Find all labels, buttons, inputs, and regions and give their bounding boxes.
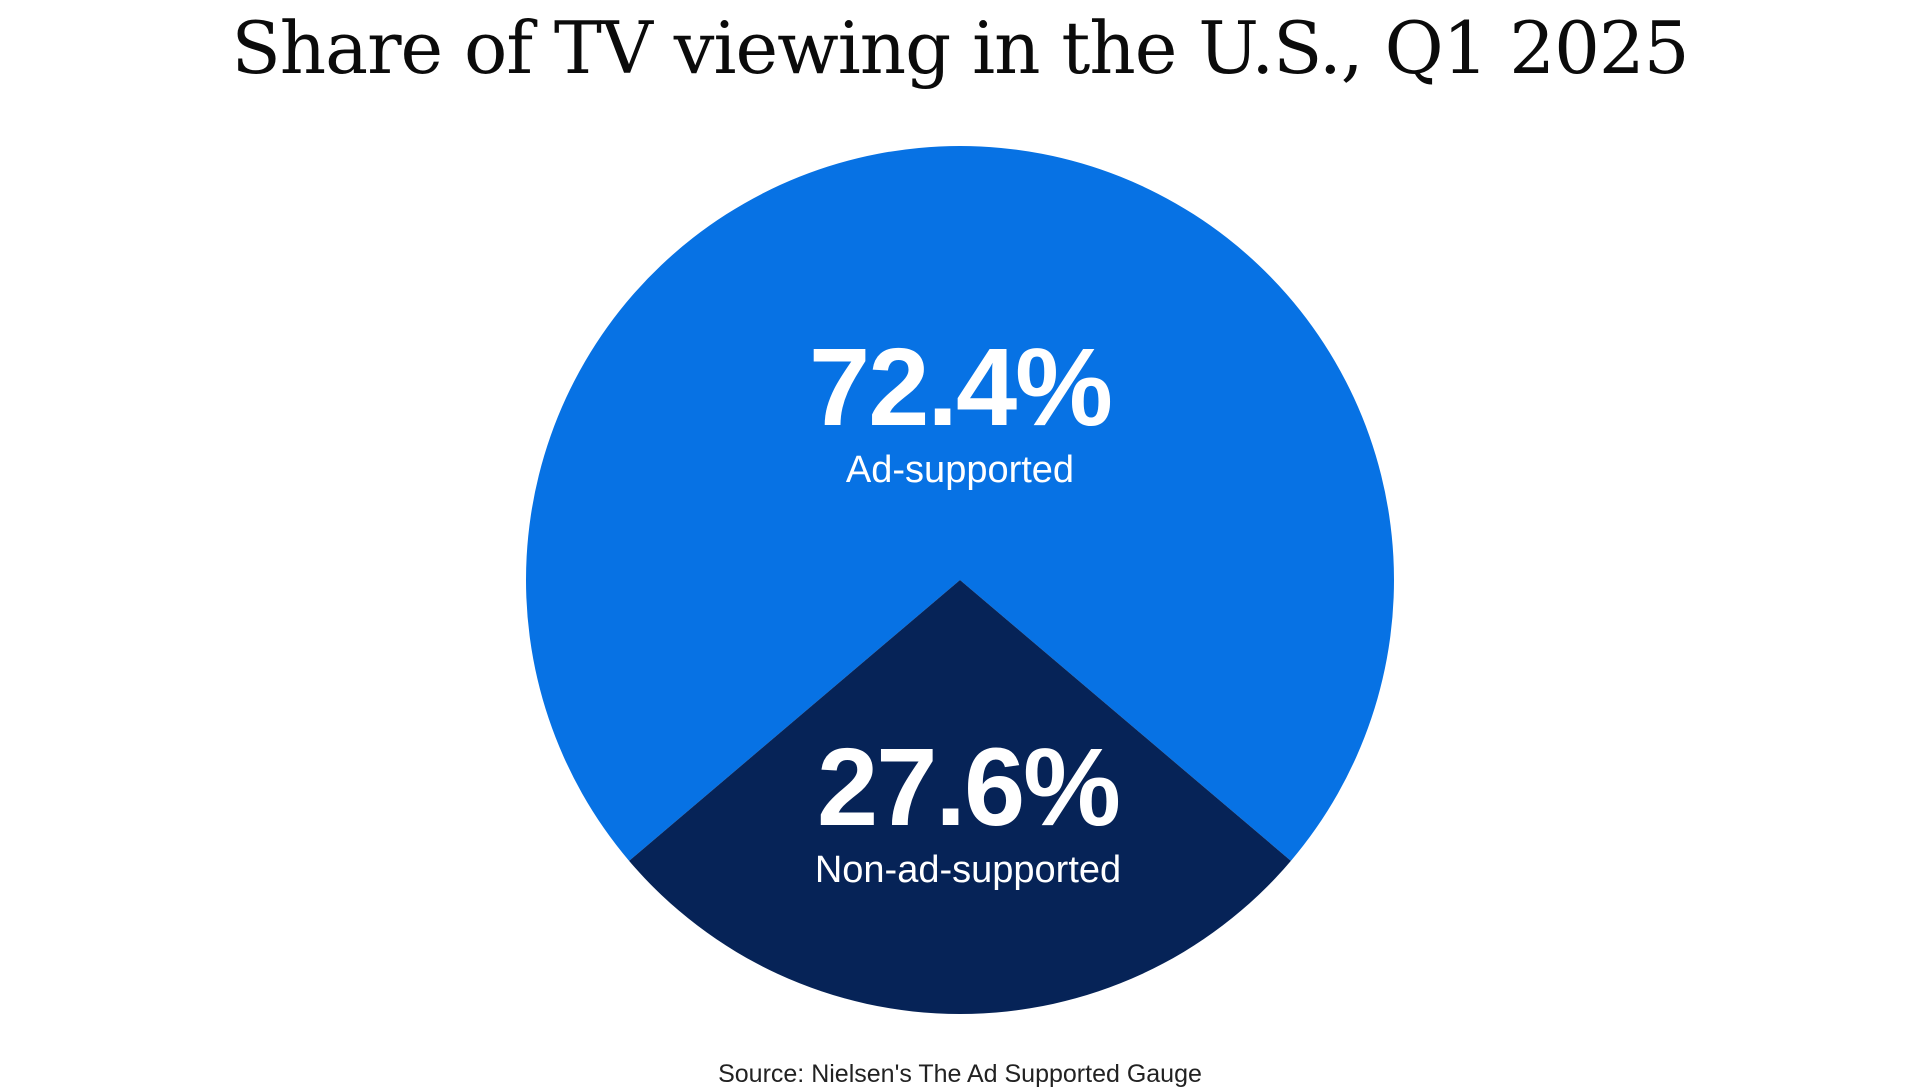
source-note: Source: Nielsen's The Ad Supported Gauge bbox=[718, 1060, 1202, 1088]
non-ad-supported-value: 27.6% bbox=[817, 726, 1119, 849]
slice-non-ad-supported bbox=[629, 580, 1291, 1014]
pie-slices bbox=[526, 145, 1394, 1014]
ad-supported-value: 72.4% bbox=[809, 326, 1111, 449]
non-ad-supported-label: Non-ad-supported bbox=[815, 849, 1121, 891]
slice-ad-supported bbox=[526, 145, 1394, 861]
chart-title: Share of TV viewing in the U.S., Q1 2025 bbox=[231, 6, 1689, 90]
ad-supported-label: Ad-supported bbox=[846, 449, 1074, 491]
